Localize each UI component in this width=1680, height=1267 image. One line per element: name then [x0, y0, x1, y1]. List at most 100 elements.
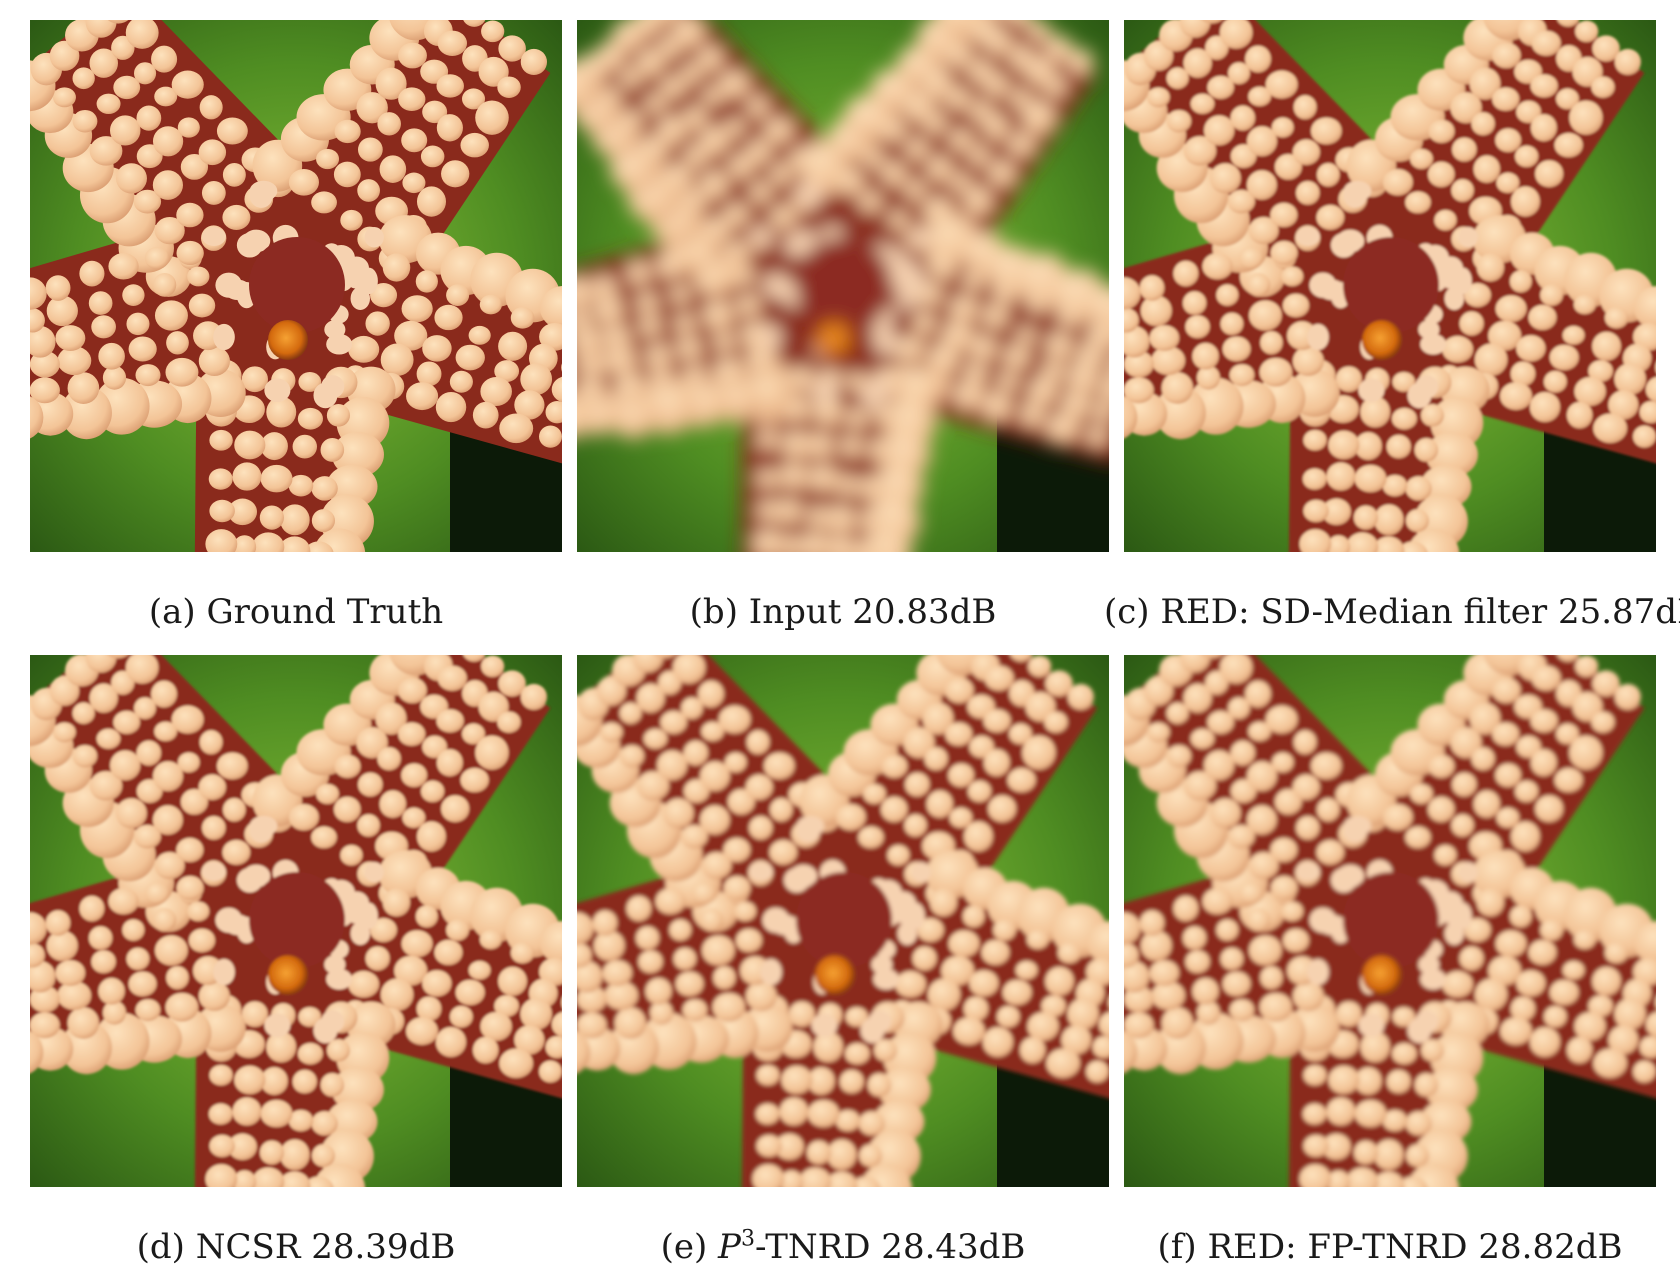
tubercle-plate	[577, 912, 594, 945]
tubercle-plate	[895, 970, 927, 998]
tubercle-plate	[252, 532, 285, 552]
tubercle-plate	[52, 87, 76, 108]
tubercle-plate	[825, 536, 858, 552]
tubercle-plate	[683, 740, 709, 766]
tubercle-plate	[436, 114, 463, 142]
tubercle-plate	[198, 774, 227, 801]
tubercle-plate	[401, 128, 428, 153]
caption-f-tag: (f)	[1157, 1227, 1197, 1267]
tubercle-plate	[113, 710, 141, 735]
tubercle-plate	[1543, 1005, 1567, 1028]
tubercle-plate	[825, 1171, 858, 1187]
tubercle-plate	[701, 852, 732, 880]
tubercle-plate	[1374, 1139, 1404, 1171]
tubercle-plate	[614, 1007, 647, 1039]
tubercle-plate	[662, 163, 694, 194]
tubercle-plate	[712, 992, 746, 1022]
tubercle-plate	[122, 284, 145, 306]
tubercle-plate	[844, 407, 871, 430]
tubercle-plate	[377, 112, 401, 136]
madreporite	[1362, 320, 1402, 360]
tubercle-plate	[779, 1097, 809, 1126]
tubercle-plate	[669, 919, 692, 941]
tubercle-plate	[1420, 404, 1445, 427]
tubercle-plate	[375, 67, 407, 100]
tubercle-plate	[135, 999, 161, 1022]
tubercle-plate	[912, 311, 937, 336]
tubercle-plate	[1593, 413, 1628, 444]
disk-plate	[860, 1017, 885, 1044]
tubercle-plate	[1492, 42, 1521, 69]
tubercle-plate	[30, 912, 47, 945]
caption-e-suffix: -TNRD 28.43dB	[754, 1227, 1026, 1267]
tubercle-plate	[152, 761, 184, 792]
tubercle-plate	[115, 163, 147, 194]
tubercle-plate	[311, 509, 336, 533]
tubercle-plate	[1604, 942, 1629, 964]
tubercle-plate	[1592, 966, 1622, 996]
tubercle-plate	[472, 1036, 499, 1064]
tubercle-plate	[1473, 790, 1501, 818]
tubercle-plate	[1492, 87, 1520, 112]
tubercle-plate	[1124, 985, 1154, 1013]
tubercle-plate	[1316, 797, 1340, 822]
tubercle-plate	[1216, 919, 1239, 941]
tubercle-plate	[880, 796, 908, 823]
tubercle-plate	[1639, 400, 1656, 424]
tubercle-plate	[136, 105, 162, 131]
tubercle-plate	[1303, 1064, 1327, 1086]
tubercle-plate	[1531, 665, 1562, 691]
tubercle-plate	[592, 275, 618, 301]
tubercle-plate	[416, 996, 442, 1022]
tubercle-plate	[1303, 429, 1327, 451]
tubercle-plate	[983, 114, 1010, 142]
disk-plate	[873, 968, 900, 990]
tubercle-plate	[208, 468, 233, 490]
tubercle-plate	[1067, 48, 1095, 76]
tubercle-plate	[1655, 998, 1656, 1007]
tubercle-plate	[1516, 735, 1542, 759]
tubercle-plate	[479, 294, 502, 315]
tubercle-plate	[382, 253, 411, 282]
tubercle-plate	[1041, 995, 1067, 1018]
tubercle-plate	[1228, 697, 1251, 720]
tubercle-plate	[1405, 476, 1432, 501]
tubercle-plate	[165, 992, 199, 1022]
tubercle-plate	[498, 331, 528, 361]
tubercle-plate	[632, 20, 664, 38]
tubercle-plate	[1645, 1011, 1656, 1038]
tubercle-plate	[863, 148, 887, 170]
tubercle-plate	[746, 95, 770, 120]
tubercle-plate	[1248, 721, 1272, 742]
tubercle-plate	[593, 930, 625, 962]
tubercle-plate	[1471, 112, 1495, 136]
disk-plate	[249, 819, 273, 843]
caption-e-prefix: P	[718, 1227, 741, 1267]
tubercle-plate	[1108, 363, 1109, 372]
tubercle-plate	[691, 246, 717, 270]
tubercle-plate	[1220, 312, 1244, 336]
tubercle-plate	[713, 331, 736, 355]
tubercle-plate	[636, 48, 665, 78]
starfish-body	[577, 655, 1109, 1187]
tubercle-plate	[370, 283, 398, 308]
tubercle-plate	[1209, 163, 1241, 194]
disk-plate	[1296, 227, 1320, 246]
tubercle-plate	[333, 796, 361, 823]
tubercle-plate	[1270, 202, 1298, 228]
tubercle-plate	[845, 1006, 869, 1027]
tubercle-plate	[1246, 761, 1278, 792]
tubercle-plate	[297, 1042, 324, 1065]
tubercle-plate	[1382, 168, 1413, 196]
tubercle-plate	[153, 908, 177, 932]
tubercle-plate	[316, 783, 340, 805]
tubercle-plate	[593, 295, 625, 327]
tubercle-plate	[1450, 727, 1482, 759]
tubercle-plate	[1183, 771, 1217, 801]
disk-plate	[811, 378, 838, 403]
tubercle-plate	[1316, 162, 1340, 187]
tubercle-plate	[734, 266, 757, 287]
tubercle-plate	[1182, 291, 1207, 315]
tubercle-plate	[85, 655, 117, 673]
tubercle-plate	[416, 186, 447, 217]
